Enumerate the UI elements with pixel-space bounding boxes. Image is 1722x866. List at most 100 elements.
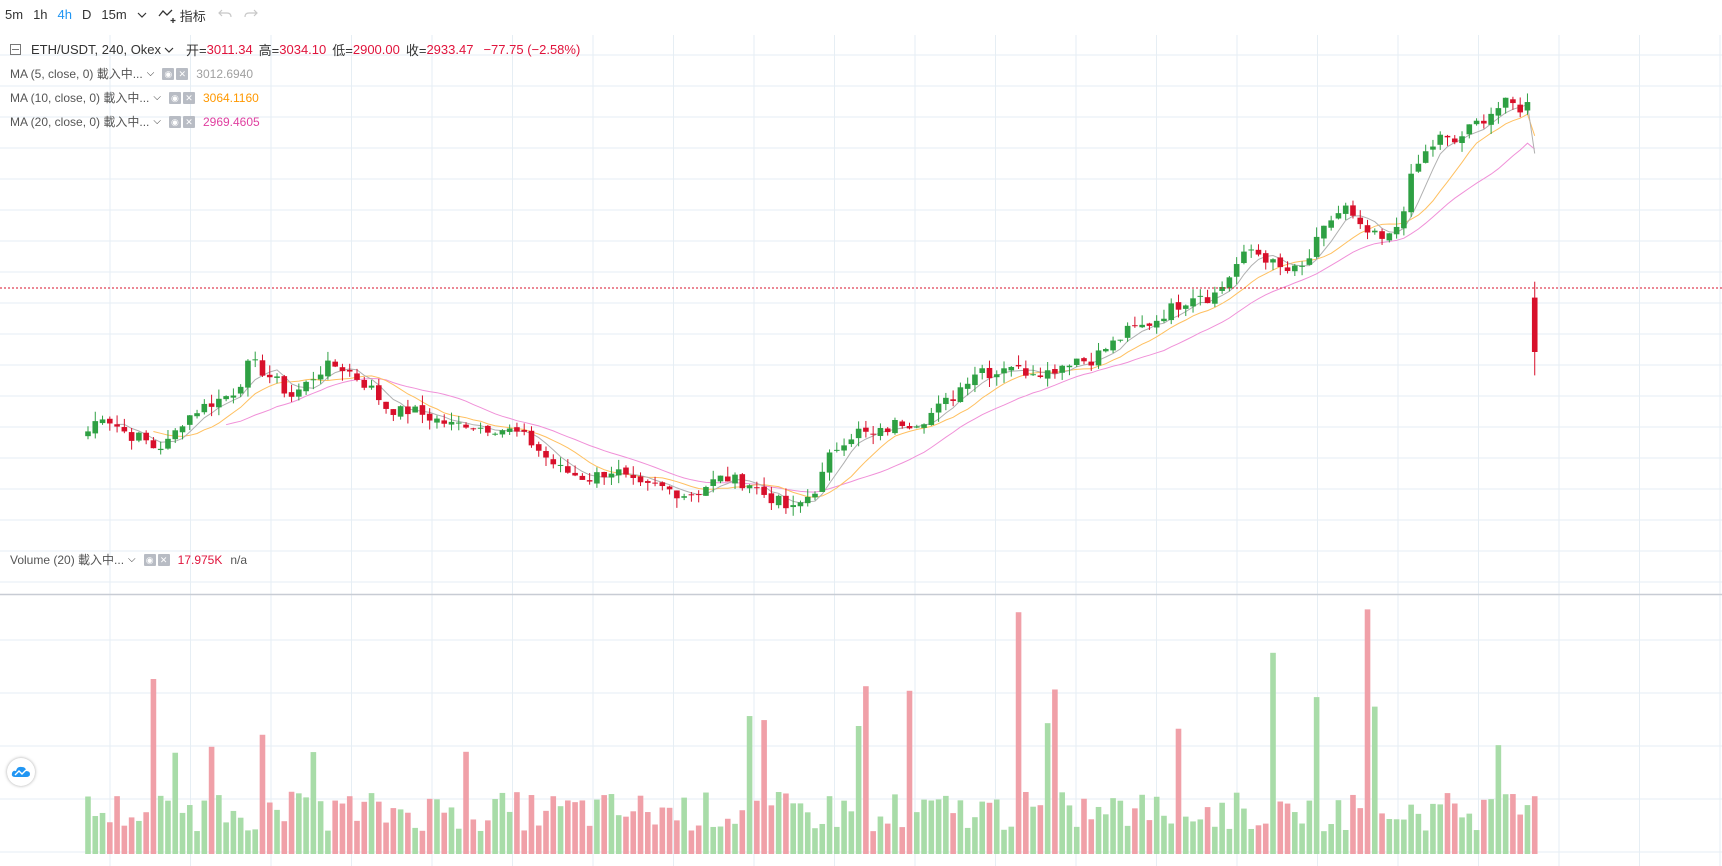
volume-bar	[884, 823, 891, 854]
candle-body	[201, 403, 208, 413]
chevron-down-icon[interactable]: ⌵	[153, 116, 161, 127]
candle-body	[1342, 205, 1349, 214]
candle-body	[550, 459, 557, 465]
candle-body	[455, 422, 462, 424]
volume-bar	[1073, 826, 1080, 854]
settings-icon[interactable]: ◉	[168, 91, 181, 104]
candle-body	[630, 475, 637, 478]
candle-body	[128, 432, 135, 441]
change-value: −77.75 (−2.58%)	[483, 42, 581, 57]
candle-body	[717, 475, 724, 482]
candle-body	[1444, 135, 1451, 138]
volume-bar	[1531, 796, 1538, 854]
candle-body	[834, 449, 840, 451]
volume-bar	[172, 752, 179, 854]
volume-bar	[383, 822, 389, 854]
volume-bar	[1255, 825, 1262, 854]
close-icon[interactable]: ✕	[182, 91, 195, 104]
candle-body	[899, 421, 906, 426]
volume-bar	[216, 795, 222, 854]
chevron-down-icon[interactable]: ⌵	[128, 554, 136, 565]
low-value: 2900.00	[352, 42, 400, 57]
volume-bar	[906, 690, 913, 854]
interval-15m-button[interactable]: 15m	[101, 7, 127, 22]
settings-icon[interactable]: ◉	[143, 553, 156, 566]
candle-body	[521, 429, 527, 432]
symbol-label[interactable]: ETH/USDT, 240, Okex	[31, 42, 162, 57]
volume-label[interactable]: Volume (20) 載入中...	[10, 553, 125, 567]
candle-body	[557, 464, 564, 466]
close-value: 2933.47	[426, 42, 474, 57]
candle-body	[274, 376, 280, 378]
main-series-legend: ETH/USDT, 240, Okex 开= 3011.34 高= 3034.10 …	[10, 40, 580, 59]
volume-bar	[921, 799, 927, 854]
candle-body	[1517, 104, 1523, 113]
redo-button[interactable]	[238, 7, 264, 24]
volume-bar	[1270, 652, 1276, 854]
undo-button[interactable]	[212, 7, 238, 24]
candle-body	[703, 487, 709, 496]
chevron-down-icon[interactable]: ⌵	[153, 92, 161, 103]
candle-body	[921, 424, 927, 428]
candle-body	[172, 430, 179, 440]
candle-body	[964, 383, 971, 389]
ma20-label[interactable]: MA (20, close, 0) 載入中...	[10, 115, 150, 129]
candle-body	[1190, 298, 1196, 307]
candle-body	[92, 421, 99, 434]
open-label: 开=	[186, 43, 207, 58]
candle-body	[1241, 251, 1247, 264]
candle-body	[1357, 217, 1364, 225]
volume-bar	[841, 800, 847, 854]
volume-bar	[1299, 823, 1305, 854]
settings-icon[interactable]: ◉	[162, 67, 175, 80]
interval-5m-button[interactable]: 5m	[5, 7, 24, 22]
volume-bar	[594, 799, 600, 854]
collapse-legend-button[interactable]	[10, 44, 21, 55]
volume-bar	[506, 811, 513, 854]
interval-dropdown-button[interactable]	[132, 4, 152, 26]
candle-body	[1197, 295, 1204, 297]
redo-icon	[244, 9, 258, 17]
candle-body	[979, 368, 986, 373]
volume-bar	[1510, 794, 1516, 854]
indicators-label: 指标	[179, 8, 206, 24]
candle-body	[1255, 249, 1262, 255]
high-value: 3034.10	[279, 42, 327, 57]
candle-body	[208, 403, 215, 407]
volume-bar	[1488, 799, 1494, 854]
tradingview-logo[interactable]	[7, 758, 35, 786]
ma10-line	[153, 113, 1536, 498]
chevron-down-icon[interactable]: ⌵	[146, 68, 155, 79]
volume-bar	[768, 805, 775, 854]
volume-bar	[1153, 796, 1160, 854]
candle-body	[1059, 365, 1065, 373]
ma5-value: 3012.6940	[196, 66, 254, 81]
ma5-label[interactable]: MA (5, close, 0) 載入中...	[10, 67, 143, 81]
chevron-down-icon[interactable]	[164, 46, 174, 54]
volume-bar	[659, 807, 666, 854]
candle-body	[1001, 368, 1007, 374]
volume-bar	[376, 801, 382, 854]
volume-bar	[1161, 815, 1167, 854]
volume-bar	[470, 819, 477, 854]
volume-bar	[492, 799, 498, 854]
settings-icon[interactable]: ◉	[168, 115, 181, 128]
indicators-button[interactable]: 指标	[152, 6, 212, 25]
interval-1h-button[interactable]: 1h	[33, 7, 48, 22]
close-icon[interactable]: ✕	[176, 67, 189, 80]
interval-4h-button[interactable]: 4h	[57, 7, 72, 22]
volume-bar	[972, 817, 978, 854]
interval-d-button[interactable]: D	[82, 7, 92, 22]
candle-body	[1204, 297, 1211, 304]
volume-bar	[586, 825, 593, 854]
volume-bar	[346, 796, 353, 854]
volume-bar	[761, 720, 767, 854]
volume-bar	[1451, 803, 1458, 854]
ma10-label[interactable]: MA (10, close, 0) 載入中...	[10, 91, 150, 105]
close-icon[interactable]: ✕	[182, 115, 195, 128]
close-icon[interactable]: ✕	[157, 553, 170, 566]
volume-bar	[252, 829, 259, 854]
volume-bar	[521, 830, 527, 854]
candle-body	[288, 392, 295, 397]
